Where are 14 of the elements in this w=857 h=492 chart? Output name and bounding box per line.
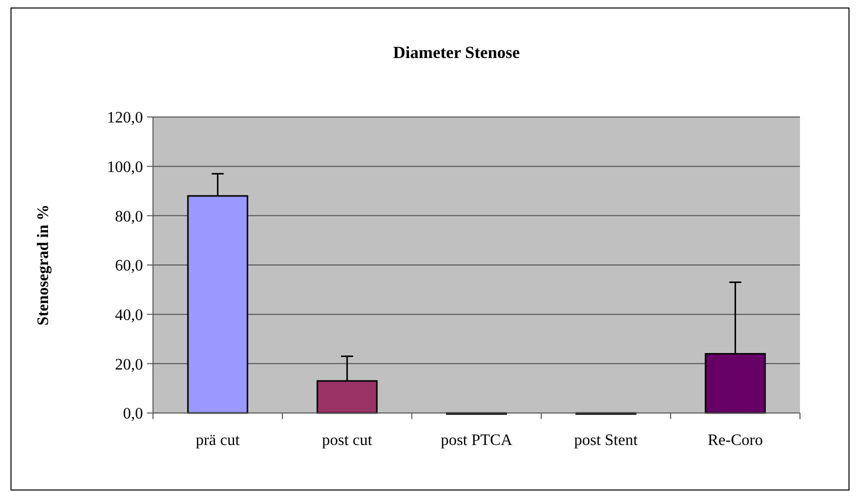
y-tick-label: 120,0 — [107, 110, 143, 127]
y-tick-label: 60,0 — [115, 258, 143, 275]
chart-title: Diameter Stenose — [393, 43, 520, 62]
y-tick-label: 100,0 — [107, 158, 143, 176]
y-tick-label: 80,0 — [115, 208, 143, 226]
x-tick-label: post PTCA — [440, 432, 513, 449]
y-tick-label: 0,0 — [123, 406, 143, 423]
y-tick-label: 20,0 — [115, 356, 143, 374]
y-axis-title: Stenosegrad in % — [35, 204, 52, 326]
x-tick-label: post Stent — [574, 432, 638, 449]
y-tick-label: 40,0 — [115, 306, 143, 324]
x-tick-label: Re-Coro — [708, 432, 763, 449]
x-tick-label: prä cut — [196, 432, 240, 449]
x-tick-label: post cut — [322, 432, 373, 449]
